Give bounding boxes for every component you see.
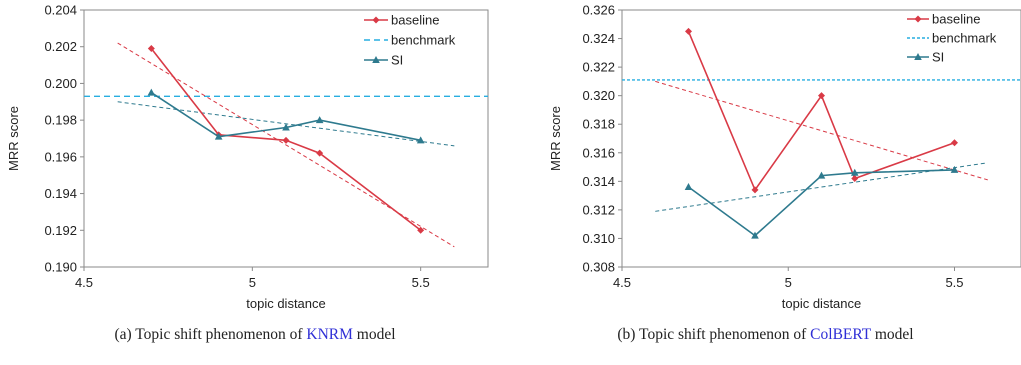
- chart-panel-b: 0.308 0.310 0.312 0.314 0.316 0.318 0.320 0.322…: [510, 0, 1021, 365]
- y-tick-label: 0.324: [582, 31, 615, 46]
- plot-frame: [83, 9, 489, 268]
- legend-SI-marker: [914, 53, 922, 60]
- caption-b-model-link[interactable]: ColBERT: [810, 326, 871, 343]
- legend-benchmark-label: benchmark: [932, 31, 997, 46]
- y-tick-label: 0.320: [582, 88, 615, 103]
- y-tick-label: 0.312: [582, 202, 615, 217]
- caption-a-model-link[interactable]: KNRM: [306, 326, 353, 343]
- caption-b-prefix: (b) Topic shift phenomenon of: [617, 326, 811, 343]
- baseline-trend-line: [117, 42, 455, 248]
- SI-point: [416, 136, 425, 144]
- caption-a-prefix: (a) Topic shift phenomenon of: [114, 326, 307, 343]
- SI-point: [147, 88, 156, 96]
- SI-point: [315, 116, 324, 124]
- baseline-point: [282, 136, 290, 144]
- y-tick-label: 0.322: [582, 60, 615, 75]
- y-tick-label: 0.196: [44, 149, 77, 164]
- SI-point: [214, 132, 223, 140]
- y-tick-label: 0.316: [582, 145, 615, 160]
- y-axis-label: MRR score: [6, 106, 21, 171]
- legend-benchmark-label: benchmark: [391, 33, 456, 48]
- SI-point: [817, 171, 826, 179]
- caption-b-suffix: model: [870, 326, 914, 343]
- chart-a: 0.190 0.192 0.194 0.196 0.198 0.200 0.202 0.204…: [6, 3, 489, 311]
- x-tick-label: 4.5: [613, 275, 631, 290]
- y-tick-label: 0.192: [44, 223, 77, 238]
- baseline-point: [685, 27, 692, 35]
- y-tick-label: 0.326: [582, 3, 615, 18]
- x-axis-label: topic distance: [246, 296, 326, 311]
- y-tick-label: 0.204: [44, 3, 77, 18]
- y-tick-label: 0.202: [44, 39, 77, 54]
- SI-point: [850, 168, 859, 176]
- SI-point: [751, 231, 759, 239]
- baseline-point: [147, 45, 155, 53]
- baseline-point: [417, 226, 425, 234]
- caption-a: (a) Topic shift phenomenon of KNRM model: [0, 326, 510, 344]
- y-tick-label: 0.310: [582, 231, 615, 246]
- y-tick-label: 0.308: [582, 260, 615, 275]
- baseline-trend-line: [655, 80, 988, 181]
- x-tick-label: 5: [785, 275, 792, 290]
- baseline-point: [851, 174, 859, 182]
- baseline-point: [951, 139, 958, 147]
- caption-a-suffix: model: [352, 326, 396, 343]
- chart-panel-a: 0.190 0.192 0.194 0.196 0.198 0.200 0.202 0.204…: [0, 0, 510, 365]
- SI-point: [950, 165, 959, 173]
- x-axis-label: topic distance: [782, 296, 862, 311]
- baseline-series-line: [687, 31, 955, 192]
- baseline-point: [316, 149, 324, 157]
- plot-frame: [621, 9, 1021, 268]
- y-tick-label: 0.318: [582, 117, 615, 132]
- legend-SI-label: SI: [391, 53, 403, 68]
- SI-series-line: [688, 169, 955, 237]
- x-tick-label: 5: [249, 275, 256, 290]
- x-tick-label: 5.5: [945, 275, 963, 290]
- legend-SI-marker: [372, 56, 380, 63]
- legend-SI-label: SI: [932, 50, 944, 65]
- SI-point: [684, 183, 693, 191]
- x-tick-label: 4.5: [75, 275, 93, 290]
- legend-baseline-marker: [914, 15, 922, 23]
- y-tick-label: 0.200: [44, 76, 77, 91]
- legend-baseline-label: baseline: [932, 12, 980, 27]
- baseline-point: [751, 186, 759, 194]
- y-tick-label: 0.190: [44, 260, 77, 275]
- SI-point: [282, 123, 290, 131]
- x-tick-label: 5.5: [412, 275, 430, 290]
- y-tick-label: 0.194: [44, 186, 77, 201]
- legend-baseline-marker: [372, 16, 380, 24]
- legend-baseline-label: baseline: [391, 13, 439, 28]
- baseline-point: [818, 92, 825, 100]
- y-tick-label: 0.314: [582, 174, 615, 189]
- y-tick-label: 0.198: [44, 113, 77, 128]
- caption-b: (b) Topic shift phenomenon of ColBERT mo…: [510, 326, 1021, 344]
- y-axis-label: MRR score: [548, 106, 563, 171]
- chart-b: 0.308 0.310 0.312 0.314 0.316 0.318 0.320 0.322…: [548, 3, 1021, 311]
